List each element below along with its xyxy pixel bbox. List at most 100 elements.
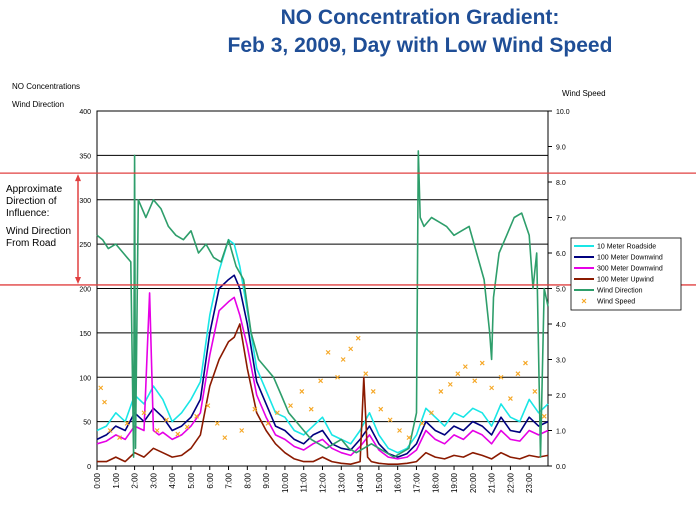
legend-label: Wind Direction <box>597 288 643 295</box>
right-tick-label: 7.0 <box>556 216 566 223</box>
wind-speed-point <box>252 406 258 412</box>
left-axis-label-1: NO Concentrations <box>12 82 81 91</box>
wind-speed-point <box>124 421 130 426</box>
wind-speed-point <box>438 389 444 394</box>
wind-speed-point <box>462 364 468 369</box>
wind-speed-point <box>102 399 107 405</box>
wind-speed-point <box>419 421 425 426</box>
title-line-1: NO Concentration Gradient: <box>280 6 560 29</box>
x-tick-label: 20:00 <box>469 472 478 493</box>
annotation-line-2: Wind Direction From Road <box>6 226 72 249</box>
x-tick-label: 16:00 <box>394 472 403 493</box>
wind-speed-point <box>308 406 314 412</box>
x-tick-label: 10:00 <box>281 472 290 493</box>
right-tick-label: 8.0 <box>556 180 566 187</box>
right-tick-label: 0.0 <box>556 464 566 471</box>
wind-speed-point <box>355 335 361 341</box>
x-tick-label: 6:00 <box>206 472 215 488</box>
wind-speed-point <box>205 403 211 409</box>
wind-speed-point <box>340 357 346 362</box>
right-tick-label: 4.0 <box>556 322 566 329</box>
wind-speed-point <box>154 428 160 433</box>
wind-speed-point <box>98 385 104 391</box>
wind-speed-point <box>335 374 340 380</box>
annotation-line-1: Approximate Direction of Influence: <box>6 184 63 219</box>
x-tick-label: 4:00 <box>168 472 177 488</box>
right-tick-label: 5.0 <box>556 287 566 294</box>
x-tick-label: 13:00 <box>337 472 346 493</box>
left-tick-label: 150 <box>79 331 91 338</box>
wind-speed-point <box>532 389 538 394</box>
wind-speed-point <box>515 371 521 377</box>
x-tick-label: 11:00 <box>300 472 309 492</box>
wind-speed-point <box>265 421 271 426</box>
legend-label: 10 Meter Roadside <box>597 244 656 251</box>
right-tick-label: 2.0 <box>556 393 566 400</box>
x-tick-label: 22:00 <box>506 472 515 493</box>
series-100-meter-downwind <box>96 274 549 458</box>
wind-speed-point <box>406 435 412 440</box>
wind-speed-point <box>455 371 461 377</box>
x-tick-label: 8:00 <box>243 472 252 488</box>
arrow-head-up-icon <box>75 174 81 182</box>
x-tick-label: 7:00 <box>225 472 234 488</box>
wind-speed-point <box>222 435 228 440</box>
wind-speed-point <box>348 346 354 352</box>
right-axis-label: Wind Speed <box>562 89 606 98</box>
left-tick-label: 250 <box>79 242 91 249</box>
left-tick-label: 50 <box>83 420 91 427</box>
wind-speed-point <box>275 410 280 416</box>
legend-label: 100 Meter Upwind <box>597 277 654 284</box>
wind-speed-point <box>117 435 122 440</box>
legend-marker <box>581 298 587 304</box>
wind-speed-point <box>164 417 169 423</box>
wind-speed-point <box>523 360 528 366</box>
wind-speed-point <box>239 428 245 433</box>
wind-speed-point <box>489 385 495 391</box>
series-wind-direction <box>96 150 549 458</box>
right-tick-label: 3.0 <box>556 358 566 365</box>
x-tick-label: 15:00 <box>375 472 384 493</box>
right-tick-label: 6.0 <box>556 251 566 258</box>
left-tick-label: 100 <box>79 375 91 382</box>
wind-speed-point <box>288 403 293 409</box>
wind-speed-point <box>447 381 453 387</box>
x-tick-label: 17:00 <box>412 472 421 493</box>
wind-speed-point <box>107 428 113 433</box>
wind-speed-point <box>370 389 376 394</box>
wind-speed-point <box>472 378 478 384</box>
wind-speed-point <box>194 413 199 419</box>
left-tick-label: 400 <box>79 109 91 116</box>
title-line-2: Feb 3, 2009, Day with Low Wind Speed <box>227 34 613 57</box>
x-tick-label: 0:00 <box>93 472 102 488</box>
legend-label: Wind Speed <box>597 299 635 306</box>
wind-speed-point <box>299 389 305 394</box>
wind-speed-point <box>318 378 324 384</box>
x-tick-label: 23:00 <box>525 472 534 493</box>
x-tick-label: 19:00 <box>450 472 459 493</box>
left-tick-label: 300 <box>79 198 91 205</box>
wind-speed-point <box>214 421 220 426</box>
x-tick-label: 12:00 <box>319 472 328 493</box>
wind-speed-point <box>141 410 147 416</box>
left-tick-label: 0 <box>87 464 91 471</box>
series-10-meter-roadside <box>96 238 549 454</box>
x-tick-label: 3:00 <box>149 472 158 488</box>
wind-speed-point <box>378 406 384 412</box>
x-tick-label: 9:00 <box>262 472 271 488</box>
right-tick-label: 10.0 <box>556 109 570 116</box>
left-axis-label-2: Wind Direction <box>12 100 65 109</box>
legend-label: 100 Meter Downwind <box>597 255 663 262</box>
x-tick-label: 14:00 <box>356 472 365 493</box>
x-tick-label: 5:00 <box>187 472 196 488</box>
wind-speed-point <box>363 371 369 377</box>
wind-speed-point <box>508 396 513 401</box>
wind-speed-point <box>541 413 547 419</box>
chart-title: NO Concentration Gradient: Feb 3, 2009, … <box>170 4 670 60</box>
influence-annotation: Approximate Direction of Influence: Wind… <box>6 184 76 256</box>
wind-speed-point <box>175 431 181 437</box>
x-tick-label: 18:00 <box>431 472 440 493</box>
right-tick-label: 1.0 <box>556 429 566 436</box>
wind-speed-point <box>429 410 434 416</box>
